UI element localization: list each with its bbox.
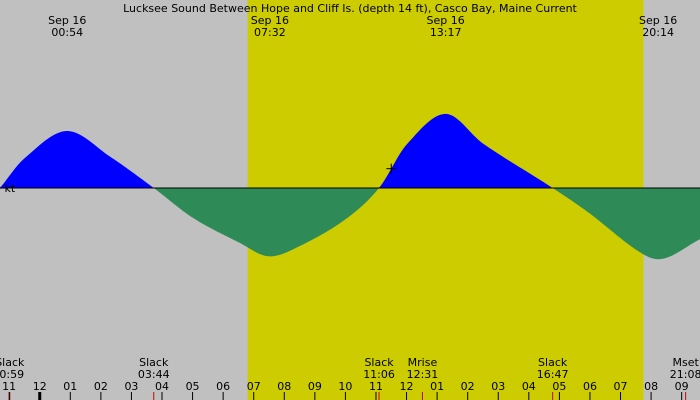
peak-date-label: Sep 16: [639, 14, 677, 27]
current-areas: [0, 113, 700, 260]
hour-tick-label: 03: [491, 380, 505, 393]
event-time-label: 11:06: [363, 368, 395, 381]
hour-tick-label: 01: [63, 380, 77, 393]
peak-time-label: 07:32: [254, 26, 286, 39]
current-time-marker: [386, 163, 397, 174]
event-name-label: Slack: [139, 356, 169, 369]
zero-kt-label: 0 kt: [0, 182, 16, 195]
peak-date-label: Sep 16: [251, 14, 289, 27]
event-time-label: 16:47: [537, 368, 569, 381]
hour-tick-label: 06: [583, 380, 597, 393]
event-name-label: Slack: [538, 356, 568, 369]
ebb-area: [0, 188, 700, 260]
hour-tick-label: 11: [369, 380, 383, 393]
hour-tick-label: 11: [2, 380, 16, 393]
hour-tick-label: 02: [94, 380, 108, 393]
event-labels: Slack-0:59Slack03:44Slack11:06Mrise12:31…: [0, 356, 700, 400]
hour-tick-label: 02: [461, 380, 475, 393]
hour-tick-label: 07: [247, 380, 261, 393]
hour-tick-label: 04: [155, 380, 169, 393]
peak-time-label: 20:14: [642, 26, 674, 39]
hour-tick-label: 03: [124, 380, 138, 393]
hour-axis: 11 12 01 02 03 04 05 06 07 08 09 10 11 12 01 02 03 04 05 06…: [2, 380, 689, 400]
event-name-label: Slack: [0, 356, 25, 369]
peak-time-label: 13:17: [430, 26, 462, 39]
event-time-label: -0:59: [0, 368, 24, 381]
hour-tick-label: 12: [33, 380, 47, 393]
event-time-label: 21:08: [670, 368, 700, 381]
hour-tick-label: 07: [614, 380, 628, 393]
hour-tick-label: 05: [186, 380, 200, 393]
hour-tick-label: 08: [644, 380, 658, 393]
chart-title: Lucksee Sound Between Hope and Cliff Is.…: [123, 2, 577, 15]
event-name-label: Mset: [672, 356, 699, 369]
hour-tick-label: 05: [552, 380, 566, 393]
hour-tick-label: 12: [400, 380, 414, 393]
hour-tick-label: 04: [522, 380, 536, 393]
event-time-label: 12:31: [407, 368, 439, 381]
event-name-label: Slack: [364, 356, 394, 369]
hour-tick-label: 10: [338, 380, 352, 393]
hour-tick-label: 01: [430, 380, 444, 393]
event-time-label: 03:44: [138, 368, 170, 381]
hour-tick-label: 09: [308, 380, 322, 393]
hour-tick-label: 06: [216, 380, 230, 393]
flood-area: [0, 113, 700, 188]
peak-time-label: 00:54: [51, 26, 83, 39]
hour-tick-label: 09: [675, 380, 689, 393]
peak-date-label: Sep 16: [48, 14, 86, 27]
event-name-label: Mrise: [408, 356, 438, 369]
hour-tick-label: 08: [277, 380, 291, 393]
peak-date-label: Sep 16: [427, 14, 465, 27]
